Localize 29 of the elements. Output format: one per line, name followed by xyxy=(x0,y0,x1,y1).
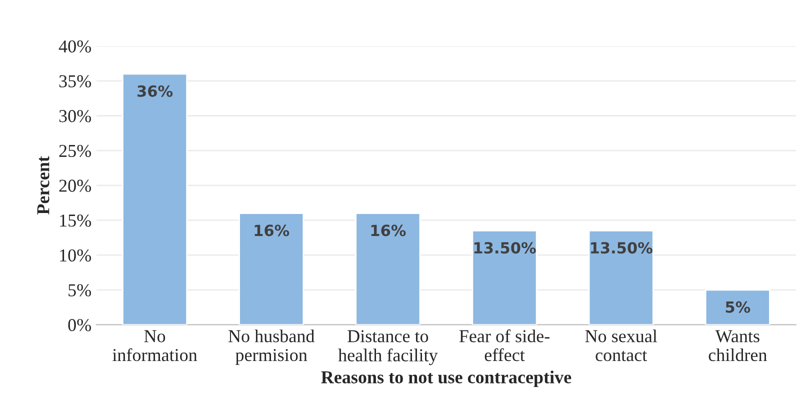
y-tick-label: 30% xyxy=(59,110,92,122)
bar xyxy=(588,230,654,325)
y-tick-label: 35% xyxy=(59,75,92,88)
bar xyxy=(704,289,770,325)
y-tick-label: 40% xyxy=(58,40,92,53)
x-tick-label: Wants children xyxy=(708,330,767,362)
y-tick-label: 10% xyxy=(60,249,92,262)
bar xyxy=(122,73,188,325)
x-tick-label: No information xyxy=(112,330,198,362)
data-label: 13.50% xyxy=(474,242,536,254)
bar xyxy=(472,230,538,325)
data-label: 5% xyxy=(726,301,750,313)
bar xyxy=(355,212,421,325)
y-tick-label: 15% xyxy=(60,214,92,227)
data-label: 16% xyxy=(254,224,290,236)
bar xyxy=(238,212,304,325)
y-tick-label: 20% xyxy=(59,180,92,192)
data-label: 36% xyxy=(138,85,173,97)
y-tick-label: 0% xyxy=(68,318,92,332)
x-tick-label: No husband permision xyxy=(228,330,315,365)
y-tick-label: 25% xyxy=(59,144,92,158)
x-tick-label: No sexual contact xyxy=(585,330,658,362)
x-tick-label: Distance to health facility xyxy=(338,330,438,366)
data-label: 16% xyxy=(371,224,406,236)
y-tick-label: 5% xyxy=(68,284,92,296)
x-tick-label: Fear of side- effect xyxy=(459,329,550,362)
y-axis-title: Percent xyxy=(37,156,50,215)
data-label: 13.50% xyxy=(591,242,652,254)
x-axis-title: Reasons to not use contraceptive xyxy=(321,370,572,388)
